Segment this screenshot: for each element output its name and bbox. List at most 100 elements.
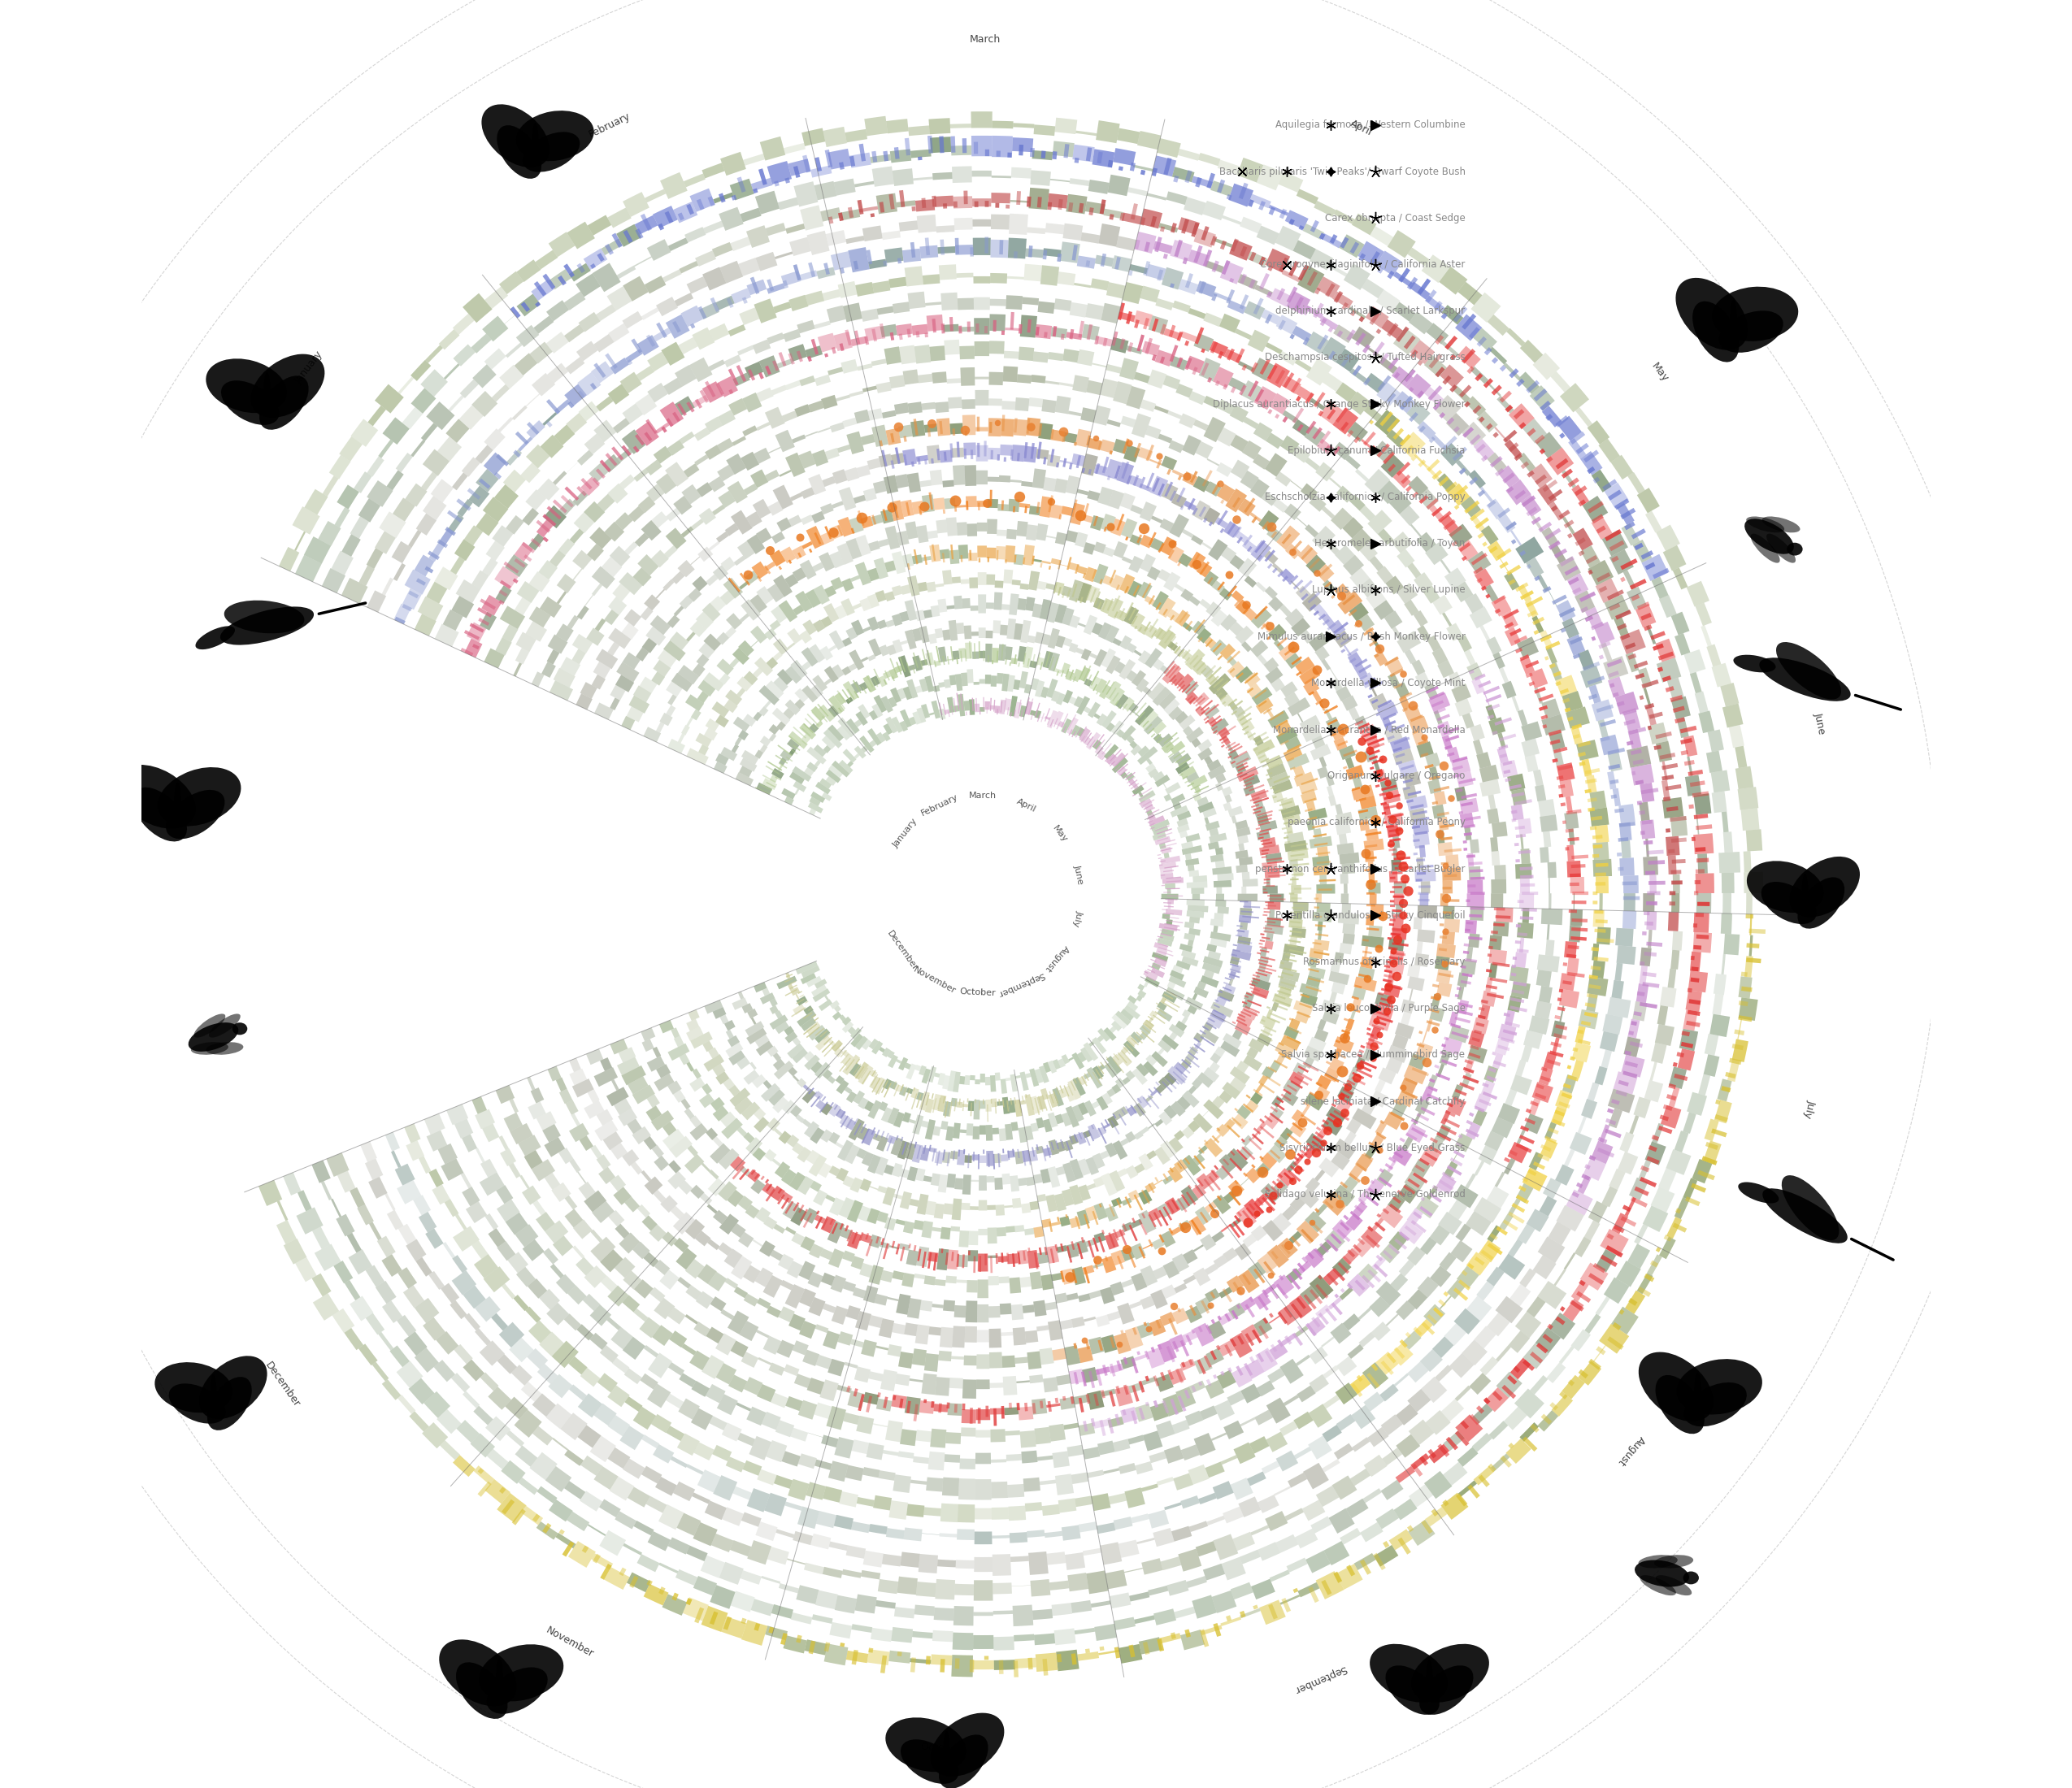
Wedge shape [825,231,845,247]
Wedge shape [673,1212,694,1234]
Wedge shape [1109,490,1125,510]
Wedge shape [1417,359,1423,367]
Wedge shape [1146,1019,1154,1026]
Wedge shape [1295,386,1314,402]
Wedge shape [887,1050,895,1058]
Wedge shape [448,395,464,411]
Wedge shape [1243,608,1249,615]
Wedge shape [1063,458,1067,467]
Wedge shape [798,552,802,558]
Wedge shape [1171,1227,1181,1236]
Wedge shape [864,336,868,345]
Wedge shape [918,581,928,592]
Wedge shape [1071,1654,1077,1665]
Wedge shape [1517,1143,1531,1153]
Wedge shape [1548,590,1556,606]
Wedge shape [988,399,1003,406]
Wedge shape [1256,1162,1270,1177]
Wedge shape [1285,504,1301,520]
Wedge shape [445,1103,468,1125]
Wedge shape [1361,279,1384,299]
Wedge shape [992,1409,997,1425]
Wedge shape [1647,890,1660,896]
Wedge shape [1227,290,1235,304]
Wedge shape [1193,1114,1212,1134]
Wedge shape [1069,670,1073,679]
Wedge shape [783,1026,794,1035]
Wedge shape [1720,683,1738,706]
Wedge shape [1028,397,1042,408]
Wedge shape [1198,738,1212,753]
Wedge shape [1539,635,1552,642]
Wedge shape [1096,738,1104,751]
Wedge shape [280,547,298,572]
Wedge shape [1071,1053,1084,1069]
Wedge shape [1552,758,1558,763]
Wedge shape [1251,980,1258,983]
Wedge shape [941,324,945,334]
Wedge shape [997,454,1001,461]
Wedge shape [1181,434,1202,456]
Wedge shape [1494,717,1513,726]
Wedge shape [294,531,307,551]
Wedge shape [1146,338,1152,354]
Wedge shape [1388,871,1399,883]
Wedge shape [814,1216,823,1228]
Wedge shape [1109,688,1117,699]
Wedge shape [777,1339,794,1357]
Wedge shape [901,1552,920,1568]
Wedge shape [1564,940,1577,958]
Wedge shape [1109,1416,1123,1429]
Wedge shape [990,490,992,506]
Wedge shape [1368,1373,1380,1387]
Wedge shape [934,660,941,667]
Wedge shape [651,551,669,567]
Wedge shape [932,544,937,561]
Wedge shape [899,1352,914,1368]
Wedge shape [369,1177,387,1198]
Point [1365,901,1399,930]
Wedge shape [1645,626,1656,644]
Wedge shape [1347,1498,1368,1518]
Wedge shape [595,334,613,352]
Wedge shape [1198,747,1212,760]
Wedge shape [1266,856,1283,860]
Wedge shape [984,1076,990,1085]
Wedge shape [1094,733,1104,747]
Wedge shape [949,443,953,458]
Wedge shape [1264,940,1274,949]
Wedge shape [1127,996,1138,1003]
Point [1326,1057,1359,1085]
Wedge shape [570,1069,586,1085]
Wedge shape [1113,638,1121,645]
Wedge shape [1204,1202,1216,1212]
Wedge shape [1519,937,1525,953]
Ellipse shape [1734,654,1776,672]
Wedge shape [1477,533,1484,538]
Wedge shape [1059,1320,1073,1330]
Wedge shape [1301,483,1318,501]
Wedge shape [1102,1255,1117,1273]
Wedge shape [1007,238,1026,259]
Wedge shape [408,1379,435,1404]
Point [1349,839,1382,867]
Wedge shape [1444,1037,1448,1041]
Wedge shape [381,1300,402,1323]
Wedge shape [1075,1239,1088,1253]
Wedge shape [298,1191,313,1210]
Wedge shape [1571,910,1583,926]
Wedge shape [1573,586,1581,594]
Wedge shape [756,1298,771,1309]
Wedge shape [972,238,990,256]
Wedge shape [1444,1160,1459,1178]
Wedge shape [891,1241,895,1248]
Wedge shape [462,1187,481,1207]
Wedge shape [773,1223,785,1234]
Wedge shape [1639,667,1651,688]
Wedge shape [1063,143,1069,157]
Wedge shape [825,1044,837,1057]
Wedge shape [396,1164,414,1185]
Wedge shape [1243,774,1260,787]
Wedge shape [928,118,951,134]
Wedge shape [1231,964,1239,967]
